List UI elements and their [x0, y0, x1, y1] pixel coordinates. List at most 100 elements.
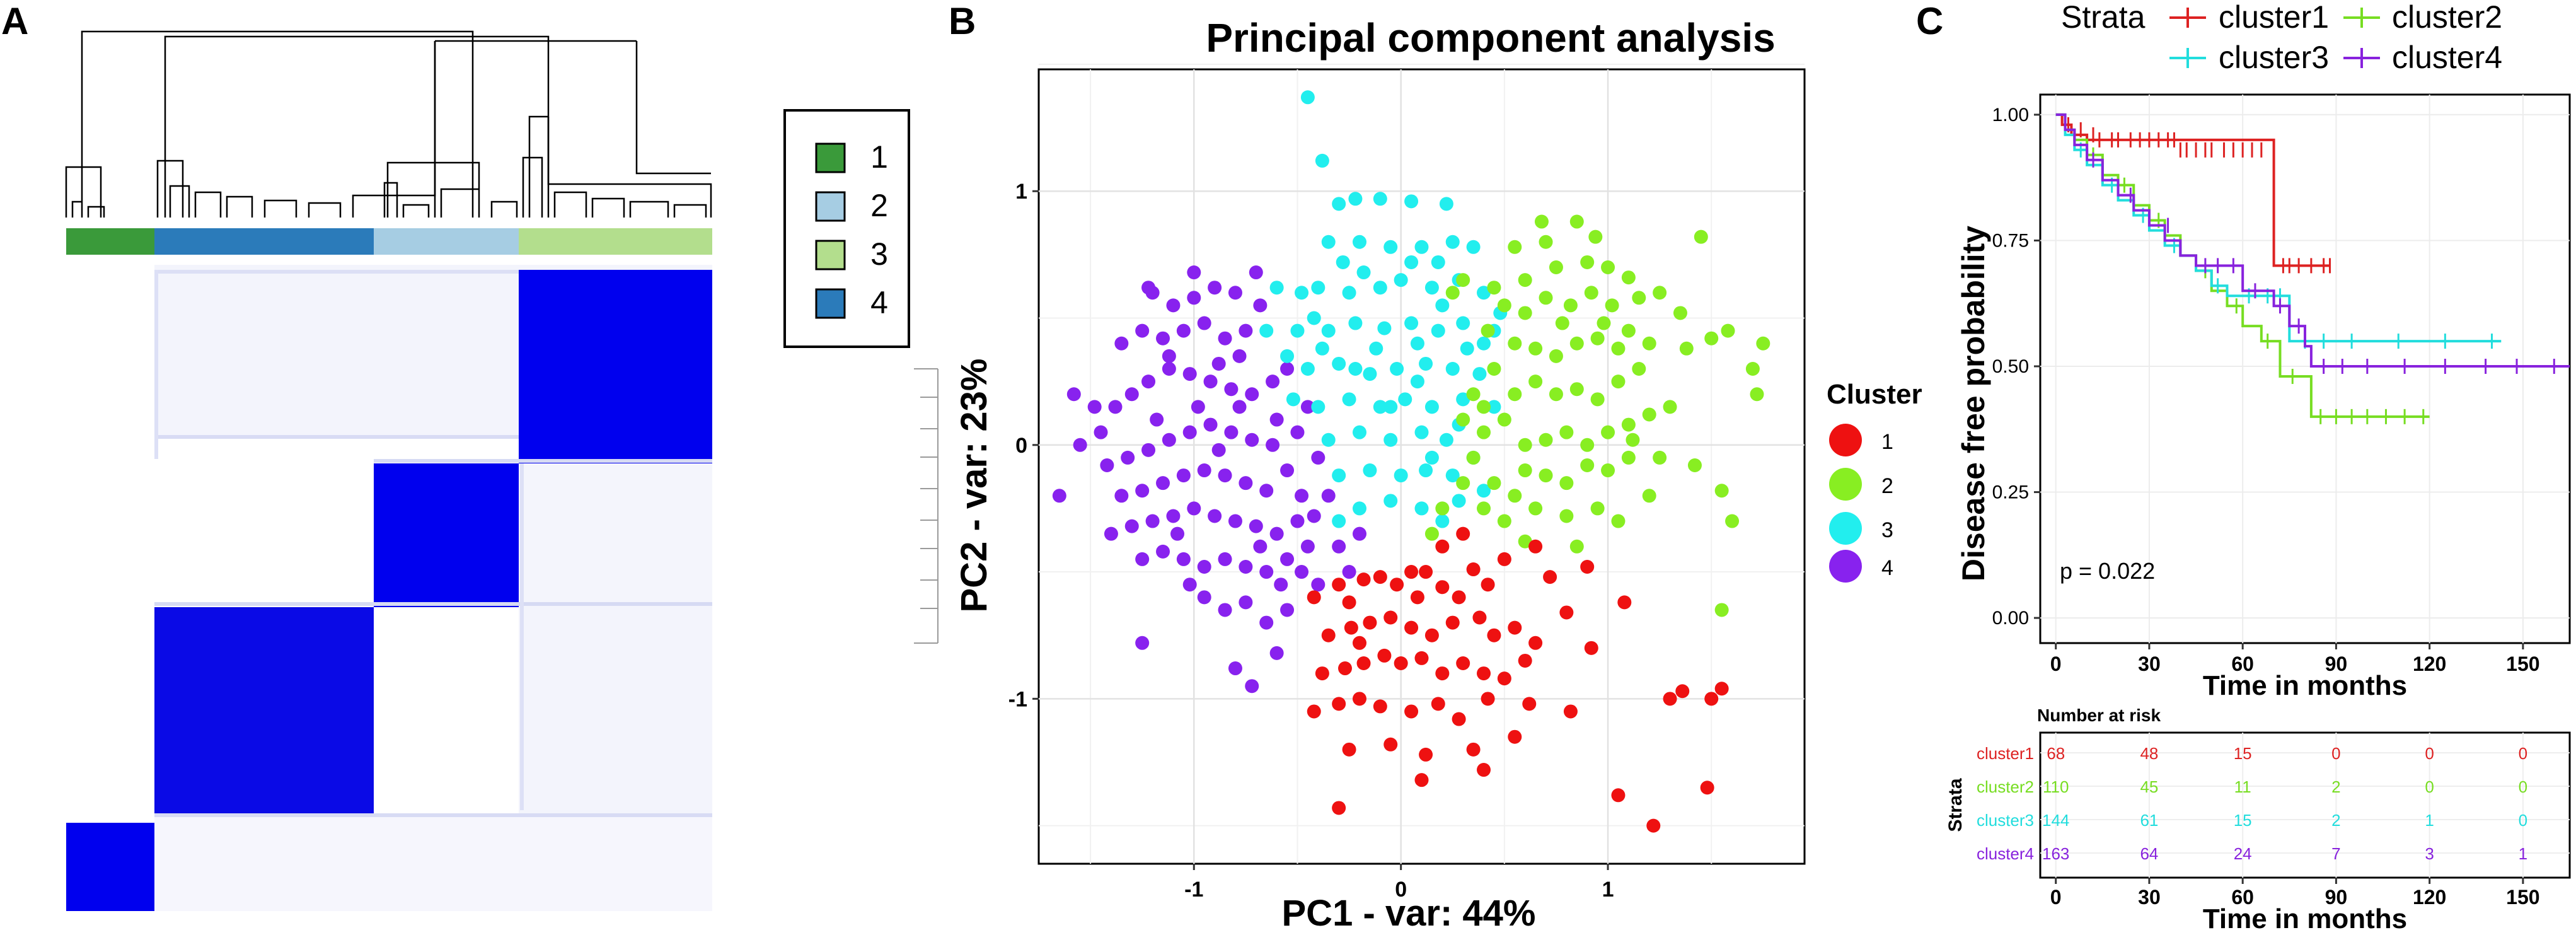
pca-point-cluster-2: [1518, 534, 1532, 549]
pca-point-cluster-2: [1487, 476, 1501, 491]
pca-point-cluster-4: [1208, 281, 1222, 295]
pca-point-cluster-3: [1452, 494, 1466, 508]
risk-cell-cluster4: 64: [2140, 844, 2158, 863]
pca-point-cluster-4: [1135, 552, 1150, 566]
km-x-tick-label: 0: [2050, 653, 2062, 675]
km-x-tick-label: 150: [2506, 653, 2539, 675]
pca-point-cluster-2: [1588, 229, 1603, 244]
pca-points: [1052, 90, 1770, 833]
pca-y-tick-label: 0: [1015, 434, 1027, 458]
pca-point-cluster-2: [1549, 260, 1563, 274]
km-legend-label-2: cluster2: [2392, 0, 2502, 35]
pca-point-cluster-1: [1435, 539, 1450, 554]
pca-point-cluster-1: [1435, 580, 1450, 595]
pca-point-cluster-2: [1518, 306, 1532, 320]
pca-point-cluster-4: [1239, 560, 1253, 574]
pca-point-cluster-1: [1663, 692, 1677, 706]
pca-point-cluster-1: [1383, 610, 1398, 625]
pca-point-cluster-3: [1352, 425, 1366, 439]
pca-point-cluster-2: [1590, 392, 1605, 407]
pca-point-cluster-4: [1135, 636, 1150, 650]
pca-point-cluster-3: [1431, 323, 1445, 338]
pca-point-cluster-1: [1373, 699, 1387, 714]
pca-point-cluster-2: [1508, 387, 1522, 402]
km-p-value: p = 0.022: [2060, 558, 2155, 584]
pca-point-cluster-2: [1642, 336, 1656, 351]
pca-point-cluster-4: [1232, 349, 1247, 363]
pca-point-cluster-2: [1714, 484, 1729, 498]
pca-point-cluster-4: [1253, 539, 1268, 554]
pca-point-cluster-3: [1404, 194, 1419, 209]
km-x-tick-label: 120: [2413, 653, 2446, 675]
pca-point-cluster-3: [1466, 240, 1481, 254]
pca-point-cluster-2: [1528, 375, 1543, 389]
pca-point-cluster-2: [1497, 298, 1511, 313]
pca-point-cluster-4: [1269, 526, 1284, 541]
pca-point-cluster-2: [1673, 306, 1687, 320]
pca-point-cluster-4: [1290, 425, 1305, 439]
pca-point-cluster-2: [1642, 407, 1656, 422]
pca-point-cluster-1: [1528, 636, 1543, 650]
pca-point-cluster-4: [1228, 286, 1242, 300]
pca-point-cluster-3: [1321, 433, 1336, 447]
pca-point-cluster-2: [1569, 539, 1584, 554]
pca-point-cluster-2: [1590, 501, 1605, 516]
pca-point-cluster-2: [1601, 425, 1615, 439]
pca-point-cluster-2: [1597, 316, 1611, 330]
pca-point-cluster-4: [1280, 552, 1295, 566]
pca-point-cluster-3: [1311, 400, 1326, 414]
pca-point-cluster-1: [1487, 628, 1501, 642]
legend-label-2: 2: [870, 188, 888, 223]
pca-point-cluster-1: [1528, 539, 1543, 554]
pca-point-cluster-4: [1266, 438, 1280, 452]
pca-point-cluster-3: [1456, 392, 1470, 407]
pca-point-cluster-2: [1605, 298, 1619, 313]
risk-cell-cluster2: 0: [2425, 777, 2434, 796]
pca-point-cluster-2: [1745, 362, 1760, 376]
legend-swatch-4: [815, 288, 846, 319]
km-y-tick-label: 0.50: [1992, 356, 2029, 377]
pca-point-cluster-3: [1259, 323, 1274, 338]
pca-point-cluster-2: [1424, 526, 1439, 541]
pca-point-cluster-2: [1621, 417, 1636, 432]
cluster-bar-4: [154, 228, 374, 255]
pca-legend-dot-2: [1829, 468, 1862, 501]
pca-point-cluster-4: [1253, 298, 1268, 313]
pca-point-cluster-2: [1539, 235, 1553, 249]
risk-row-label-cluster2: cluster2: [1977, 777, 2034, 796]
km-curves: [2055, 113, 2570, 424]
risk-x-tick-label: 30: [2138, 886, 2161, 909]
pca-point-cluster-2: [1539, 468, 1553, 483]
pca-point-cluster-2: [1569, 214, 1584, 229]
pca-point-cluster-2: [1714, 603, 1729, 617]
pca-point-cluster-2: [1508, 240, 1522, 254]
pca-point-cluster-1: [1611, 788, 1626, 803]
pca-point-cluster-1: [1456, 656, 1470, 670]
pca-point-cluster-3: [1394, 468, 1408, 483]
pca-point-cluster-1: [1452, 712, 1466, 726]
pca-axes: -1 0 1 -1 0 1: [1008, 180, 1614, 902]
pca-point-cluster-4: [1141, 375, 1156, 389]
pca-point-cluster-3: [1472, 367, 1487, 381]
pca-point-cluster-4: [1342, 565, 1356, 579]
pca-point-cluster-3: [1410, 336, 1424, 351]
pca-point-cluster-1: [1435, 666, 1450, 681]
pca-point-cluster-4: [1307, 509, 1321, 523]
pca-point-cluster-4: [1187, 501, 1201, 516]
pca-point-cluster-3: [1477, 336, 1491, 351]
pca-point-cluster-4: [1182, 425, 1197, 439]
pca-point-cluster-4: [1162, 349, 1176, 363]
pca-point-cluster-3: [1269, 281, 1284, 295]
pca-point-cluster-2: [1580, 255, 1595, 269]
pca-point-cluster-3: [1383, 240, 1398, 254]
pca-point-cluster-4: [1311, 578, 1326, 592]
pca-point-cluster-4: [1052, 489, 1066, 503]
pca-point-cluster-1: [1394, 656, 1408, 670]
pca-point-cluster-4: [1228, 661, 1242, 676]
pca-point-cluster-3: [1300, 90, 1315, 105]
pca-point-cluster-4: [1197, 560, 1211, 574]
pca-point-cluster-2: [1559, 509, 1574, 523]
pca-point-cluster-1: [1377, 648, 1392, 663]
pca-point-cluster-2: [1477, 400, 1491, 414]
risk-cell-cluster4: 24: [2234, 844, 2252, 863]
